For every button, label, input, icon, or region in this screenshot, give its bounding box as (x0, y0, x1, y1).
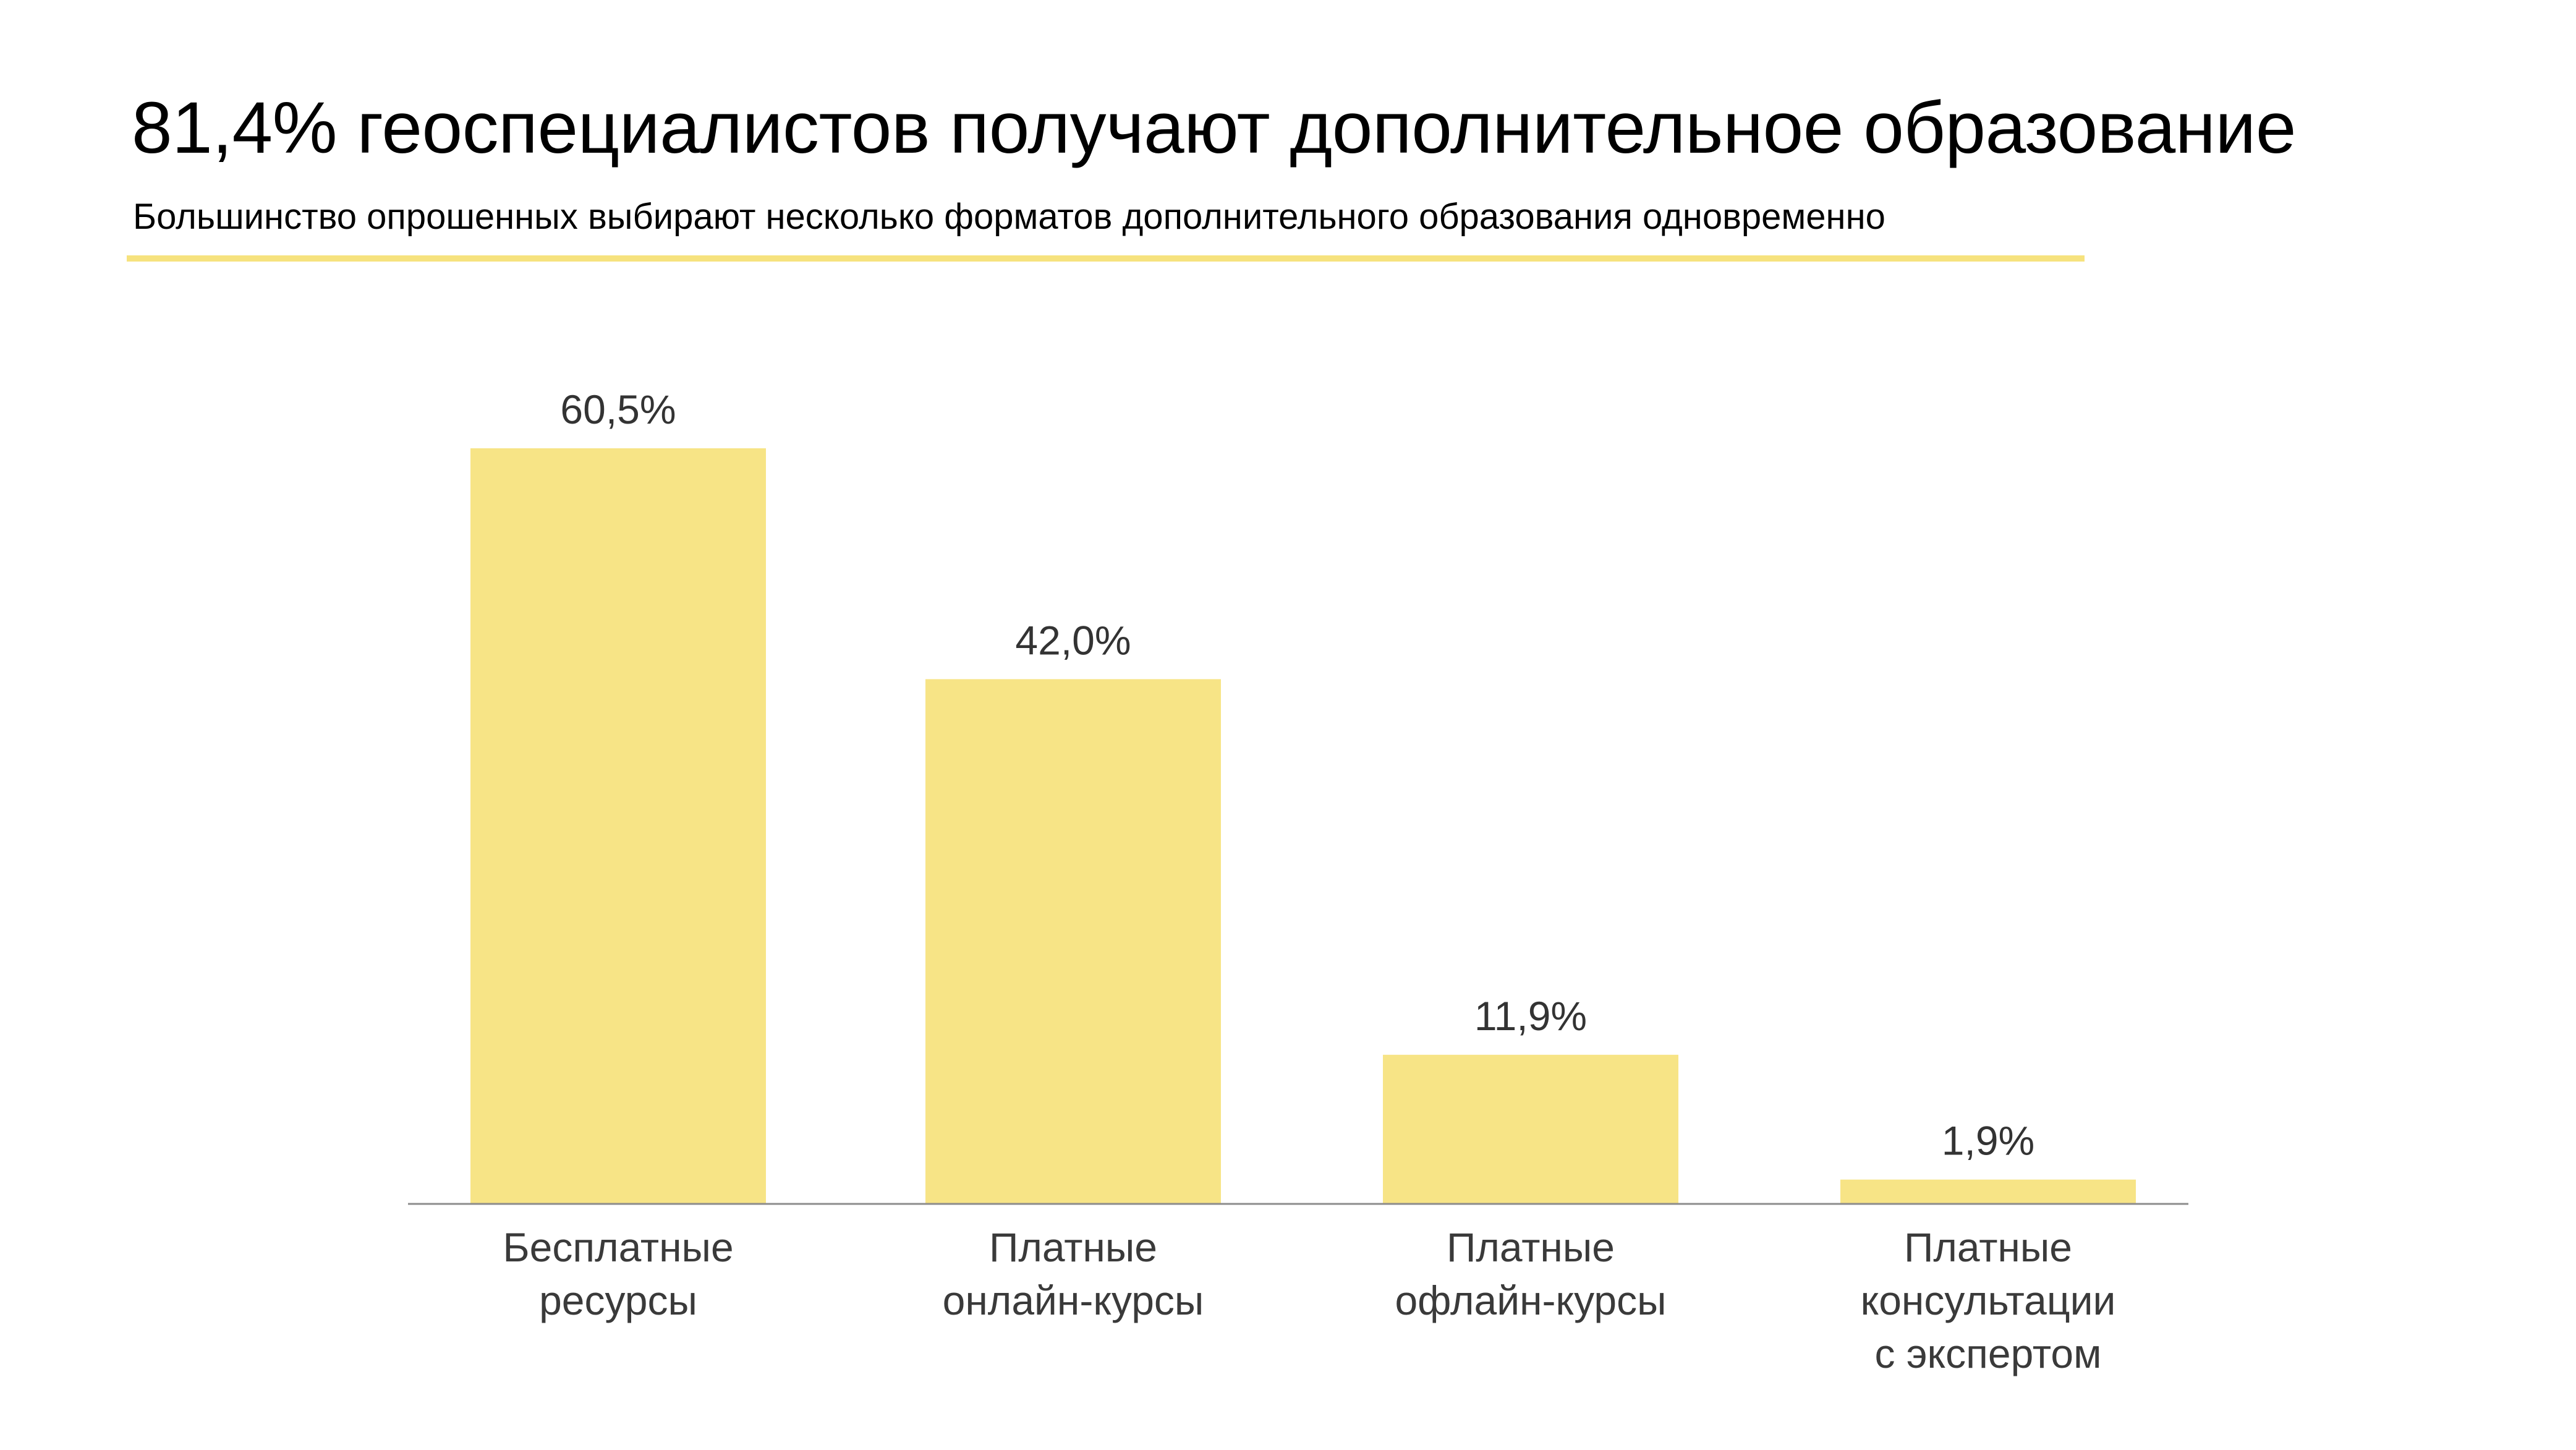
category-label-1-line-1: Бесплатные (503, 1224, 733, 1270)
title-accent-rule (127, 255, 2085, 262)
bar-2 (925, 679, 1221, 1203)
category-label-4-line-1: Платные (1904, 1224, 2072, 1270)
category-label-2-line-1: Платные (989, 1224, 1157, 1270)
bar-1 (470, 448, 766, 1203)
category-label-3-line-2: офлайн-курсы (1395, 1277, 1666, 1323)
chart-subtitle: Большинство опрошенных выбирают нескольк… (133, 197, 1885, 237)
category-label-4-line-2: консультации (1861, 1277, 2116, 1323)
value-label-3: 11,9% (1474, 993, 1587, 1039)
chart-title: 81,4% геоспециалистов получают дополните… (132, 87, 2296, 169)
value-label-1: 60,5% (560, 386, 676, 432)
bar-3 (1383, 1054, 1678, 1203)
labels-layer: 60,5% Бесплатные ресурсы 42,0% Платные онлайн… (503, 386, 2115, 1376)
category-label-4-line-3: с экспертом (1875, 1331, 2102, 1376)
category-label-2-line-2: онлайн-курсы (943, 1277, 1204, 1323)
value-label-4: 1,9% (1942, 1118, 2034, 1164)
value-label-2: 42,0% (1015, 617, 1131, 663)
category-label-3-line-1: Платные (1447, 1224, 1615, 1270)
category-label-1-line-2: ресурсы (539, 1277, 697, 1323)
bars-layer (470, 448, 2136, 1203)
bar-4 (1840, 1179, 2136, 1203)
